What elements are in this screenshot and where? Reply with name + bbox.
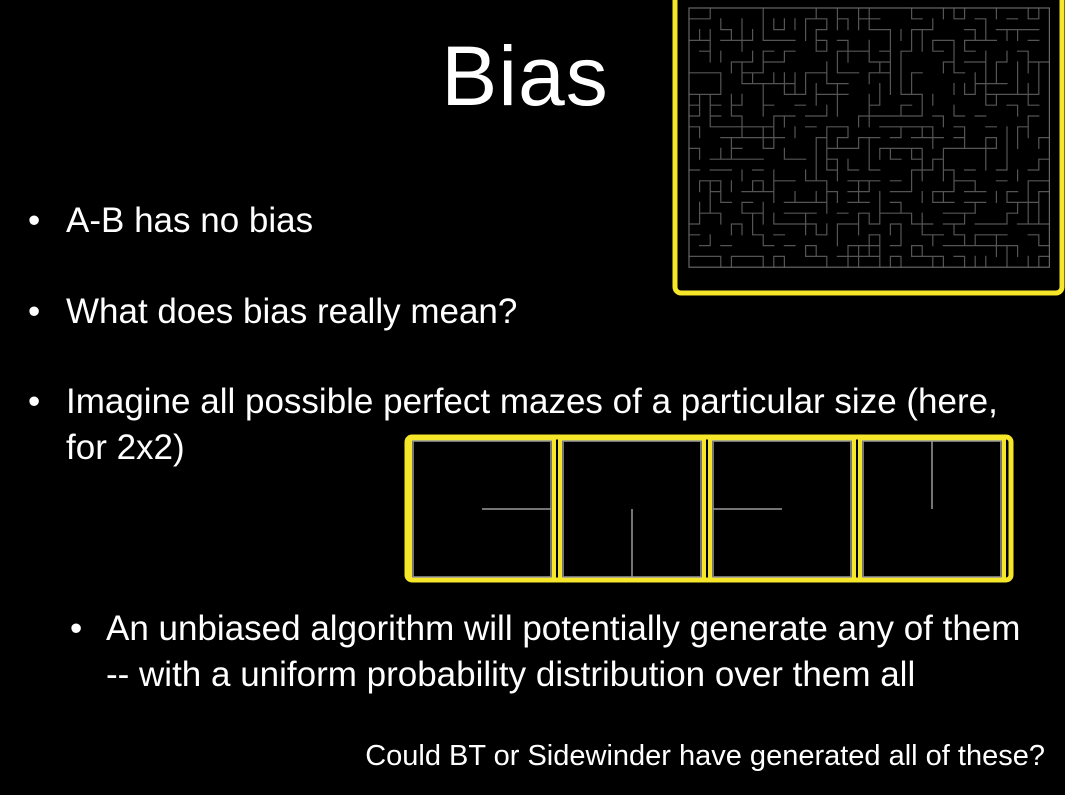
- bullet-2: • What does bias really mean?: [28, 289, 517, 335]
- bullet-text: An unbiased algorithm will potentially g…: [106, 609, 1021, 694]
- maze-frame-highlight: [708, 437, 856, 581]
- bullet-marker: •: [70, 609, 83, 648]
- slide-title: Bias: [441, 29, 609, 123]
- maze-2x2-1: [408, 437, 556, 581]
- bullet-marker: •: [28, 201, 41, 240]
- footnote-question: Could BT or Sidewinder have generated al…: [365, 740, 1045, 772]
- sub-bullet: • An unbiased algorithm will potentially…: [70, 606, 1030, 698]
- maze-2x2-4: [858, 437, 1006, 581]
- bullet-text: What does bias really mean?: [66, 292, 518, 331]
- bullet-3: • Imagine all possible perfect mazes of …: [28, 379, 1038, 471]
- bullet-text: A-B has no bias: [66, 201, 314, 240]
- bullet-marker: •: [28, 382, 41, 421]
- maze-2x2-3: [708, 437, 856, 581]
- maze-2x2-2: [558, 437, 706, 581]
- maze-frame-highlight: [858, 437, 1006, 581]
- small-mazes-2x2: [404, 434, 1014, 583]
- maze-highlight-border: [672, 0, 1065, 296]
- maze-walls: [688, 7, 1050, 268]
- bullet-1: • A-B has no bias: [28, 198, 313, 244]
- large-maze-image: [672, 0, 1065, 296]
- maze-frame-highlight: [408, 437, 556, 581]
- bullet-marker: •: [28, 292, 41, 331]
- bullet-text: Imagine all possible perfect mazes of a …: [66, 382, 998, 467]
- maze-frame-highlight: [558, 437, 706, 581]
